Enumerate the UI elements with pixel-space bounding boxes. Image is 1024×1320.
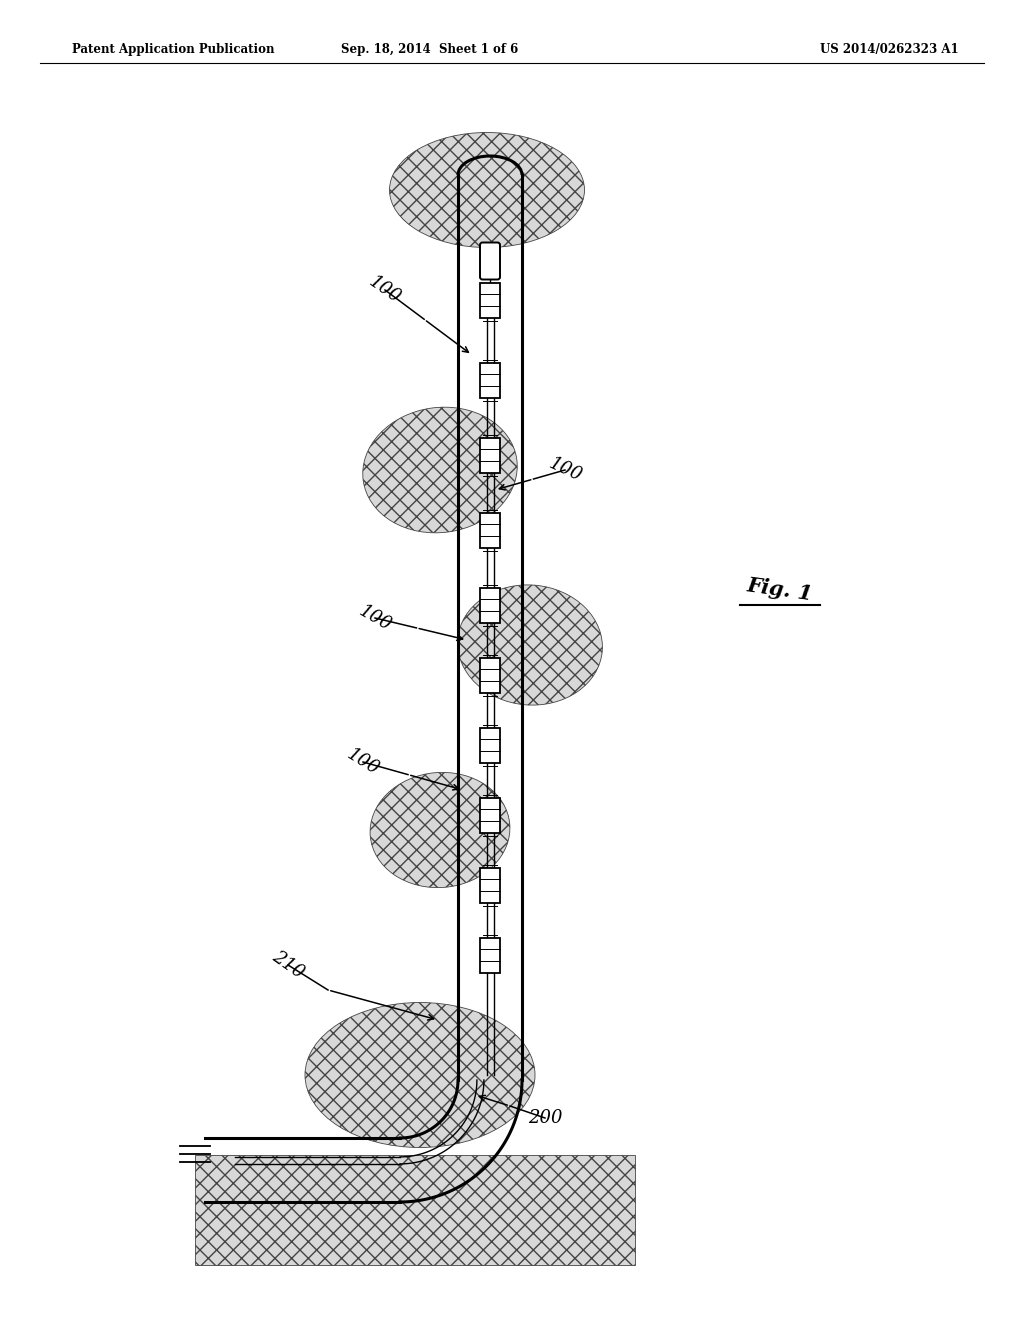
Ellipse shape bbox=[362, 407, 517, 533]
Ellipse shape bbox=[305, 1002, 535, 1147]
Bar bbox=[480, 937, 500, 973]
Bar bbox=[480, 282, 500, 318]
Text: 100: 100 bbox=[366, 273, 404, 308]
Text: 100: 100 bbox=[344, 746, 382, 779]
Bar bbox=[480, 867, 500, 903]
Ellipse shape bbox=[370, 772, 510, 887]
Bar bbox=[480, 727, 500, 763]
Text: 200: 200 bbox=[527, 1109, 562, 1127]
Text: US 2014/0262323 A1: US 2014/0262323 A1 bbox=[820, 44, 958, 57]
Bar bbox=[480, 437, 500, 473]
Text: 100: 100 bbox=[355, 602, 394, 635]
Bar bbox=[480, 657, 500, 693]
Text: Sep. 18, 2014  Sheet 1 of 6: Sep. 18, 2014 Sheet 1 of 6 bbox=[341, 44, 518, 57]
Text: 210: 210 bbox=[268, 948, 307, 982]
Text: Fig. 1: Fig. 1 bbox=[745, 576, 813, 605]
FancyBboxPatch shape bbox=[480, 243, 500, 280]
Text: 100: 100 bbox=[546, 454, 585, 486]
Text: Patent Application Publication: Patent Application Publication bbox=[72, 44, 274, 57]
Bar bbox=[195, 1155, 635, 1265]
Bar bbox=[480, 363, 500, 397]
Ellipse shape bbox=[389, 132, 585, 248]
Ellipse shape bbox=[458, 585, 602, 705]
Bar bbox=[480, 587, 500, 623]
Bar bbox=[480, 512, 500, 548]
Bar bbox=[480, 797, 500, 833]
